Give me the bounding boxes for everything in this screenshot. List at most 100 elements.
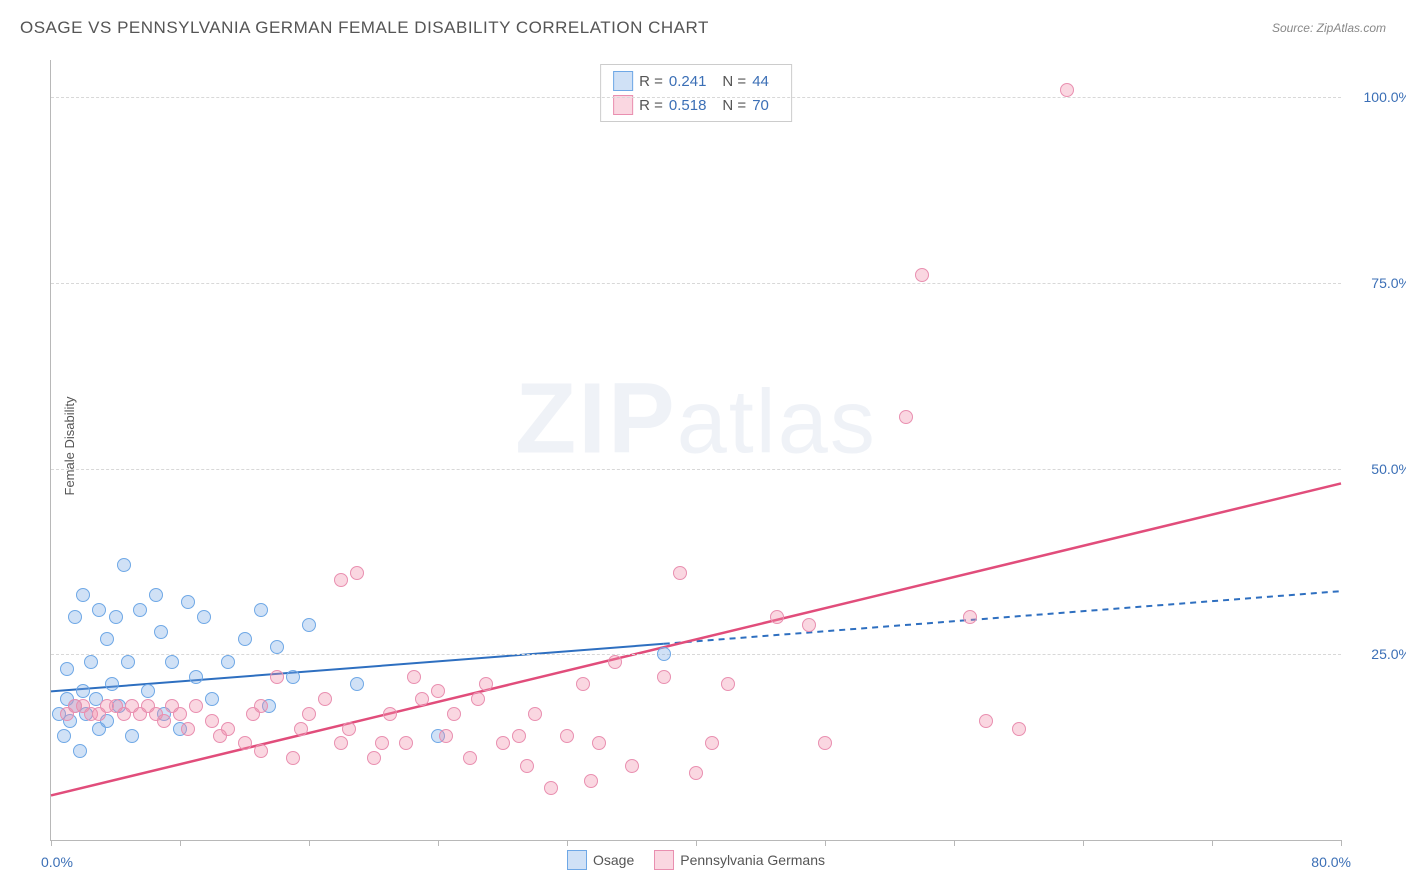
x-tick	[1341, 840, 1342, 846]
scatter-point	[350, 566, 364, 580]
scatter-point	[286, 751, 300, 765]
scatter-point	[100, 632, 114, 646]
x-tick	[438, 840, 439, 846]
x-tick	[954, 840, 955, 846]
scatter-point	[915, 268, 929, 282]
scatter-point	[496, 736, 510, 750]
scatter-point	[350, 677, 364, 691]
scatter-point	[818, 736, 832, 750]
scatter-point	[197, 610, 211, 624]
scatter-point	[221, 722, 235, 736]
scatter-point	[117, 558, 131, 572]
scatter-point	[157, 714, 171, 728]
scatter-point	[367, 751, 381, 765]
scatter-point	[294, 722, 308, 736]
scatter-point	[673, 566, 687, 580]
scatter-point	[76, 588, 90, 602]
y-tick-label: 25.0%	[1351, 646, 1406, 662]
legend-item-pagermans: Pennsylvania Germans	[654, 850, 825, 870]
scatter-point	[189, 670, 203, 684]
scatter-point	[334, 736, 348, 750]
scatter-point	[318, 692, 332, 706]
gridline	[51, 283, 1341, 284]
x-axis-min-label: 0.0%	[41, 854, 73, 870]
y-tick-label: 75.0%	[1351, 275, 1406, 291]
scatter-point	[899, 410, 913, 424]
scatter-point	[221, 655, 235, 669]
scatter-point	[705, 736, 719, 750]
scatter-point	[520, 759, 534, 773]
scatter-point	[544, 781, 558, 795]
scatter-point	[205, 714, 219, 728]
scatter-point	[979, 714, 993, 728]
scatter-point	[121, 655, 135, 669]
scatter-point	[528, 707, 542, 721]
scatter-point	[302, 618, 316, 632]
x-tick	[309, 840, 310, 846]
scatter-point	[592, 736, 606, 750]
x-axis-max-label: 80.0%	[1311, 854, 1351, 870]
trend-lines	[51, 60, 1341, 840]
x-tick	[1212, 840, 1213, 846]
scatter-point	[238, 736, 252, 750]
scatter-point	[334, 573, 348, 587]
scatter-point	[576, 677, 590, 691]
scatter-point	[439, 729, 453, 743]
gridline	[51, 654, 1341, 655]
scatter-point	[1012, 722, 1026, 736]
scatter-point	[342, 722, 356, 736]
scatter-point	[105, 677, 119, 691]
scatter-point	[963, 610, 977, 624]
scatter-point	[407, 670, 421, 684]
scatter-point	[463, 751, 477, 765]
scatter-point	[109, 610, 123, 624]
scatter-point	[657, 647, 671, 661]
scatter-point	[270, 640, 284, 654]
scatter-point	[254, 603, 268, 617]
scatter-point	[125, 729, 139, 743]
gridline	[51, 469, 1341, 470]
scatter-point	[512, 729, 526, 743]
scatter-plot: ZIPatlas R = 0.241 N = 44 R = 0.518 N = …	[50, 60, 1341, 841]
scatter-point	[73, 744, 87, 758]
scatter-point	[141, 684, 155, 698]
scatter-point	[92, 603, 106, 617]
scatter-point	[60, 662, 74, 676]
scatter-point	[133, 603, 147, 617]
scatter-point	[447, 707, 461, 721]
scatter-point	[625, 759, 639, 773]
scatter-point	[383, 707, 397, 721]
x-tick	[825, 840, 826, 846]
scatter-point	[181, 722, 195, 736]
x-tick	[1083, 840, 1084, 846]
x-tick	[696, 840, 697, 846]
scatter-point	[689, 766, 703, 780]
y-tick-label: 100.0%	[1351, 89, 1406, 105]
legend-swatch-icon	[654, 850, 674, 870]
correlation-legend: R = 0.241 N = 44 R = 0.518 N = 70	[600, 64, 792, 122]
scatter-point	[84, 655, 98, 669]
trend-line	[664, 591, 1341, 644]
scatter-point	[584, 774, 598, 788]
scatter-point	[608, 655, 622, 669]
scatter-point	[149, 588, 163, 602]
scatter-point	[560, 729, 574, 743]
scatter-point	[721, 677, 735, 691]
gridline	[51, 97, 1341, 98]
scatter-point	[1060, 83, 1074, 97]
scatter-point	[270, 670, 284, 684]
scatter-point	[189, 699, 203, 713]
scatter-point	[173, 707, 187, 721]
legend-item-osage: Osage	[567, 850, 634, 870]
scatter-point	[165, 655, 179, 669]
scatter-point	[415, 692, 429, 706]
watermark: ZIPatlas	[515, 361, 877, 476]
chart-title: OSAGE VS PENNSYLVANIA GERMAN FEMALE DISA…	[20, 18, 709, 38]
x-tick	[567, 840, 568, 846]
scatter-point	[154, 625, 168, 639]
swatch-osage	[613, 71, 633, 91]
legend-swatch-icon	[567, 850, 587, 870]
scatter-point	[431, 684, 445, 698]
scatter-point	[57, 729, 71, 743]
legend-label: Pennsylvania Germans	[680, 852, 825, 868]
